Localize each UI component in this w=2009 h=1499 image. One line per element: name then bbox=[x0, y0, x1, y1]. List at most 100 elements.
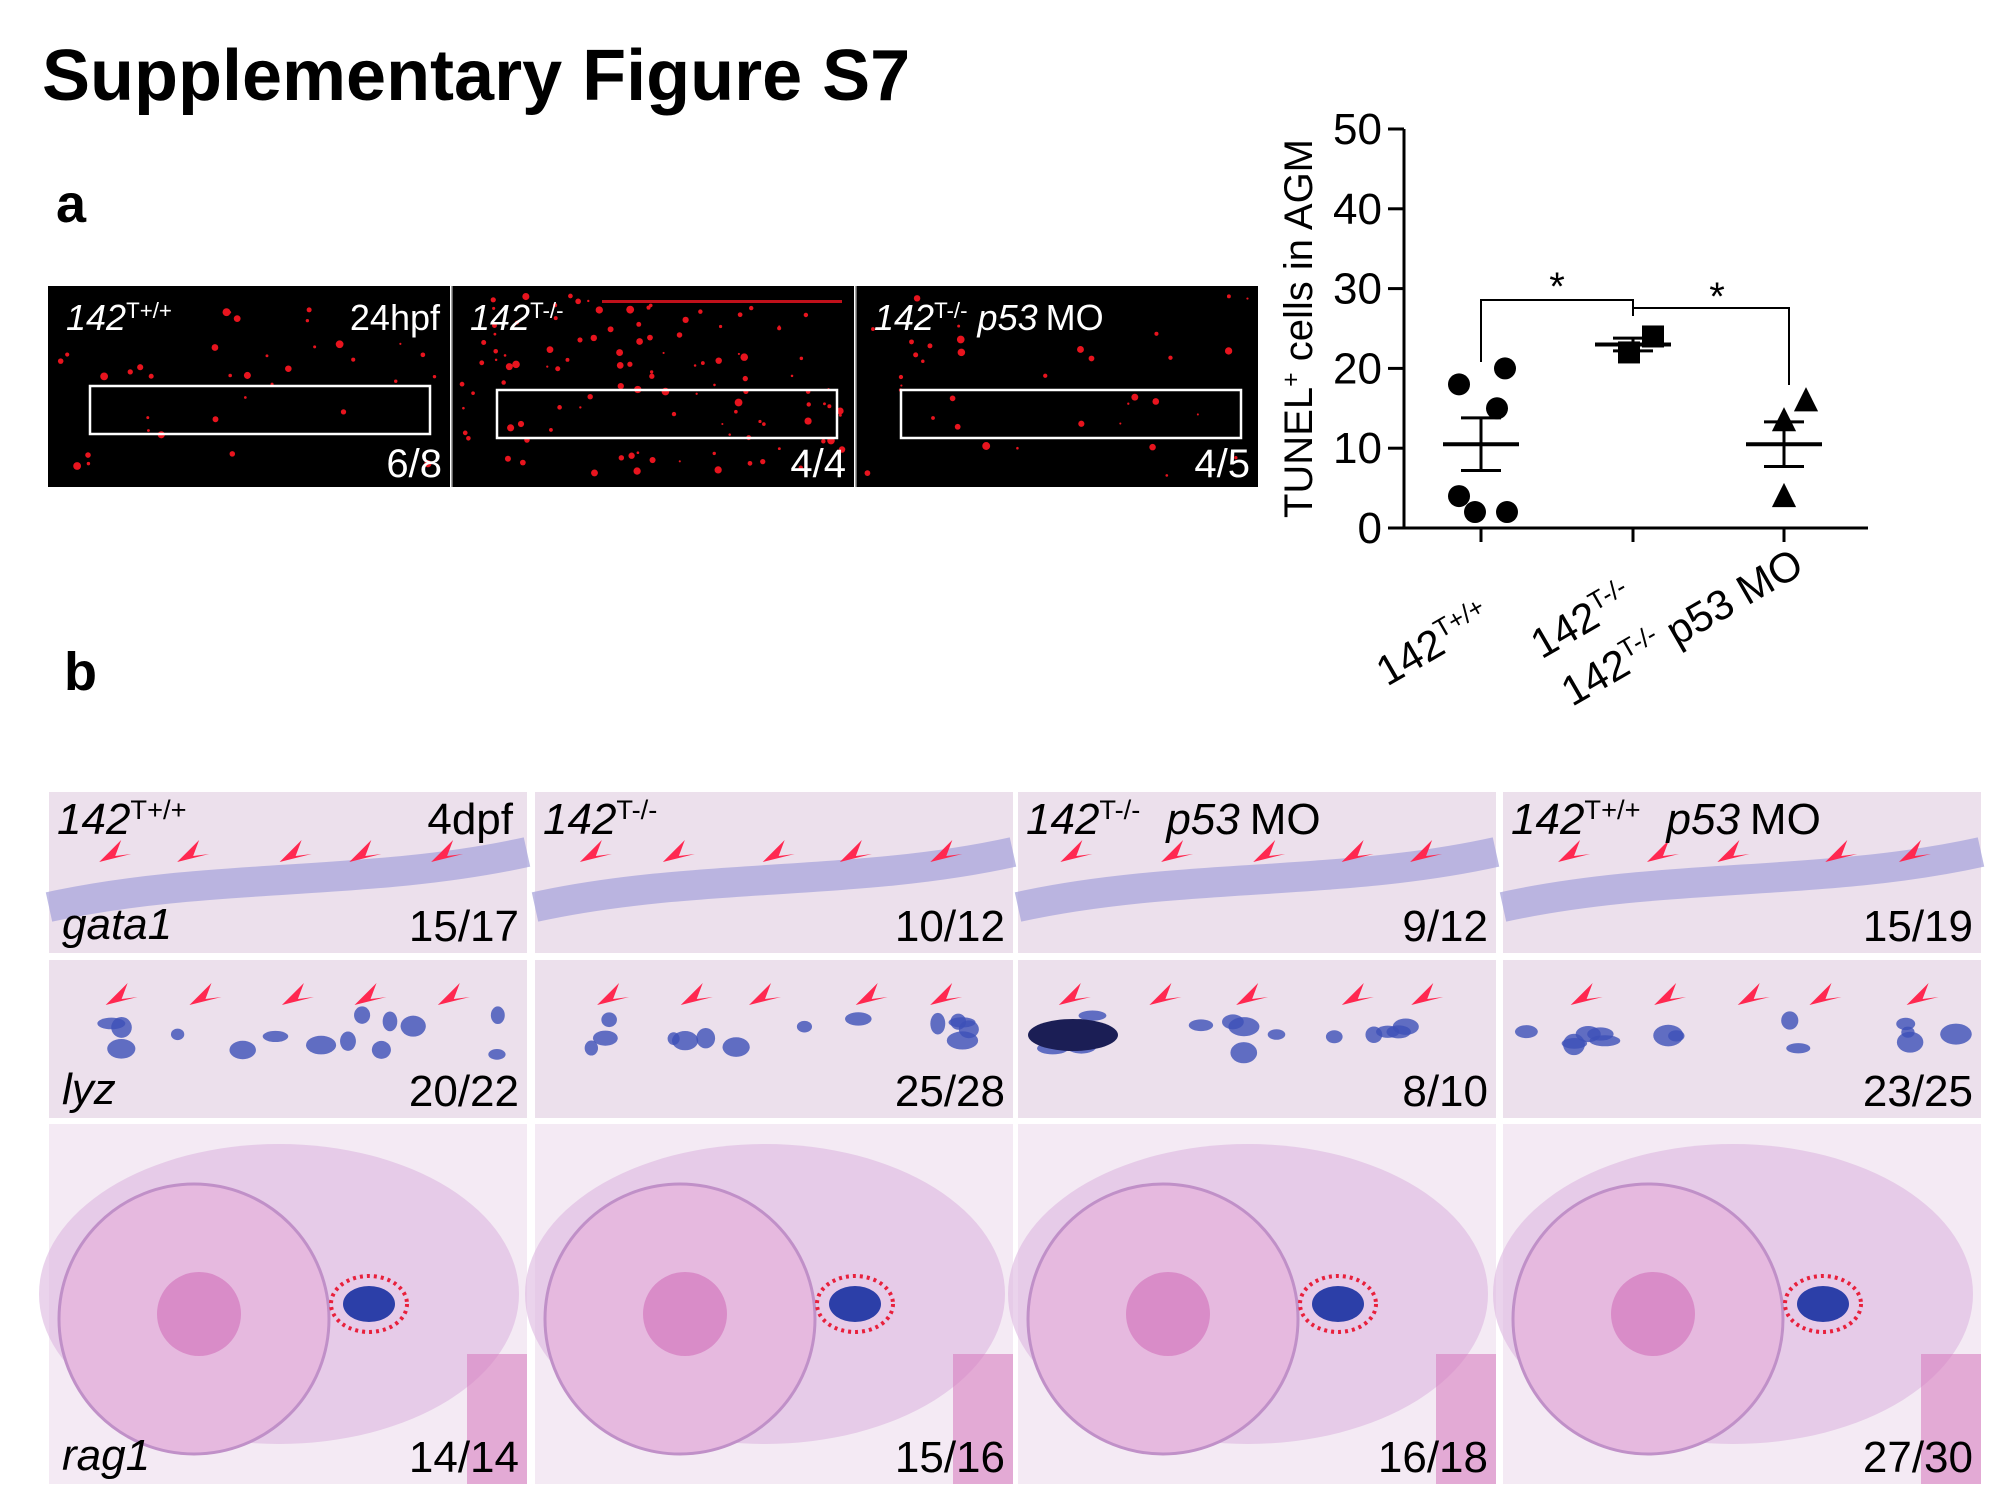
image-label: 142T-/- bbox=[470, 297, 564, 338]
signal-dot bbox=[803, 312, 809, 318]
signal-dot bbox=[1224, 347, 1233, 355]
signal-dot bbox=[504, 455, 511, 462]
tail-tissue bbox=[467, 1354, 527, 1484]
cell-blob bbox=[592, 1030, 618, 1046]
cell-blob bbox=[488, 1048, 506, 1060]
signal-dot bbox=[616, 349, 624, 356]
signal-dot bbox=[481, 339, 487, 345]
signal-dot bbox=[553, 303, 558, 308]
arrowhead bbox=[1717, 840, 1750, 862]
signal-dot bbox=[898, 374, 904, 380]
cell-blob bbox=[1514, 1025, 1538, 1039]
signal-dot bbox=[734, 409, 738, 414]
signal-dot bbox=[737, 352, 740, 355]
signal-dot bbox=[700, 361, 705, 365]
signal-dot bbox=[777, 326, 782, 331]
cell-blob bbox=[1267, 1029, 1286, 1040]
signal-dot bbox=[734, 398, 743, 407]
arrowhead bbox=[855, 983, 888, 1005]
text-part: T-/- bbox=[530, 298, 563, 323]
data-point bbox=[1448, 485, 1470, 508]
column-label: 142T-/- bbox=[543, 794, 657, 845]
signal-streak bbox=[602, 300, 842, 303]
arrowhead bbox=[189, 983, 222, 1005]
signal-dot bbox=[838, 446, 846, 453]
signal-dot bbox=[954, 423, 961, 430]
fluorescence-image bbox=[856, 286, 1258, 487]
panel-label: a bbox=[56, 174, 87, 234]
lens bbox=[1611, 1272, 1695, 1356]
y-tick-label: 20 bbox=[1333, 344, 1382, 393]
signal-dot bbox=[587, 299, 590, 303]
text-part: + bbox=[1278, 372, 1305, 386]
cell-blob bbox=[722, 1037, 750, 1057]
ish-image bbox=[1008, 1124, 1496, 1484]
column-label: 142T+/+ p53 MO bbox=[1511, 794, 1821, 845]
signal-dot bbox=[712, 451, 716, 456]
arrowhead bbox=[1825, 840, 1858, 862]
signal-dot bbox=[1016, 446, 1019, 450]
cell-blob bbox=[844, 1012, 872, 1026]
signal-dot bbox=[222, 308, 231, 317]
signal-dot bbox=[394, 379, 398, 383]
text-part: p53 bbox=[977, 297, 1038, 338]
text-part: T+/+ bbox=[126, 298, 172, 323]
annotation: * bbox=[1709, 275, 1725, 319]
text-part: 142 bbox=[1026, 795, 1099, 844]
arrowhead bbox=[749, 983, 782, 1005]
signal-dot bbox=[519, 459, 526, 466]
arrowhead bbox=[1058, 983, 1091, 1005]
signal-dot bbox=[740, 353, 749, 361]
text-part: T+/+ bbox=[1584, 794, 1640, 825]
signal-dot bbox=[913, 352, 919, 358]
fraction: 8/10 bbox=[1402, 1067, 1488, 1116]
signal-dot bbox=[628, 452, 635, 459]
signal-dot bbox=[265, 354, 269, 358]
cell-blob bbox=[1781, 1011, 1799, 1030]
data-point bbox=[1464, 501, 1486, 524]
arrowhead bbox=[1906, 983, 1939, 1005]
signal-dot bbox=[649, 373, 655, 379]
signal-dot bbox=[838, 413, 842, 417]
fraction: 16/18 bbox=[1378, 1433, 1488, 1482]
signal-dot bbox=[617, 382, 624, 390]
signal-dot bbox=[228, 373, 232, 378]
signal-dot bbox=[957, 348, 966, 357]
text-part: 142 bbox=[66, 297, 126, 338]
ish-image bbox=[1503, 960, 1981, 1118]
signal-dot bbox=[73, 462, 82, 470]
cell-blob bbox=[1589, 1035, 1621, 1047]
fraction: 23/25 bbox=[1863, 1067, 1973, 1116]
signal-dot bbox=[85, 452, 91, 458]
marker-label: rag1 bbox=[62, 1431, 150, 1480]
signal-dot bbox=[1088, 355, 1095, 362]
fraction: 6/8 bbox=[386, 442, 442, 486]
signal-dot bbox=[1149, 443, 1156, 451]
signal-dot bbox=[682, 316, 689, 323]
signal-dot bbox=[676, 332, 683, 338]
lens bbox=[643, 1272, 727, 1356]
signal-dot bbox=[1246, 297, 1249, 300]
figure-title: Supplementary Figure S7 bbox=[42, 36, 910, 116]
region-box bbox=[899, 388, 1243, 440]
tail-tissue bbox=[1436, 1354, 1496, 1484]
fraction: 20/22 bbox=[409, 1067, 519, 1116]
arrowhead bbox=[1410, 840, 1443, 862]
marker-label: gata1 bbox=[62, 900, 172, 949]
region-box bbox=[495, 388, 839, 440]
signal-dot bbox=[424, 460, 432, 468]
cell-blob bbox=[946, 1031, 979, 1050]
signal-dot bbox=[806, 402, 811, 407]
embryo-background bbox=[49, 960, 527, 1118]
data-point bbox=[1448, 373, 1470, 396]
thymus-outline bbox=[815, 1274, 895, 1334]
signal-dot bbox=[57, 358, 64, 364]
signal-dot bbox=[649, 370, 654, 374]
signal-dot bbox=[547, 348, 552, 353]
cell-cluster bbox=[1028, 1019, 1118, 1051]
signal-dot bbox=[627, 361, 633, 367]
text-part: 142 bbox=[470, 297, 530, 338]
cell-blob bbox=[107, 1038, 136, 1059]
thymus-outline bbox=[1298, 1274, 1378, 1334]
